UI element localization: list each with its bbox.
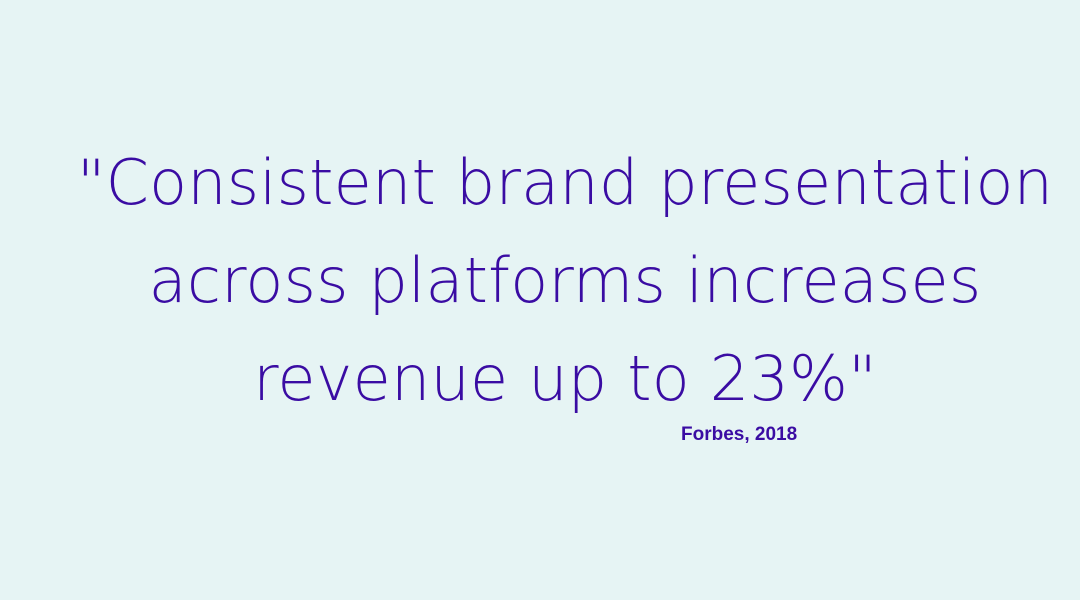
quote-line-2: across platforms increases [148,244,982,317]
quote-source: Forbes, 2018 [681,424,798,445]
quote-line-3: revenue up to 23%" [253,342,877,415]
quote-text: "Consistent brand presentation across pl… [50,134,1080,428]
quote-line-1: "Consistent brand presentation [76,146,1054,219]
